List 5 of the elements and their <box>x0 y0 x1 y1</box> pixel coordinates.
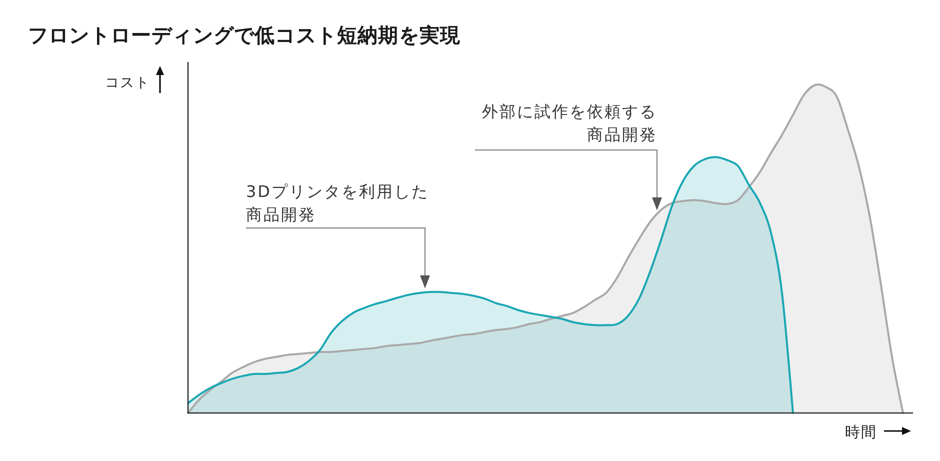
ylabel: コスト <box>105 75 150 91</box>
xlabel: 時間 <box>845 423 877 441</box>
annotation: 3Dプリンタを利用した商品開発 <box>246 182 429 224</box>
annotation: 外部に試作を依頼する商品開発 <box>482 102 657 144</box>
title: フロントローディングで低コスト短納期を実現 <box>28 23 461 47</box>
